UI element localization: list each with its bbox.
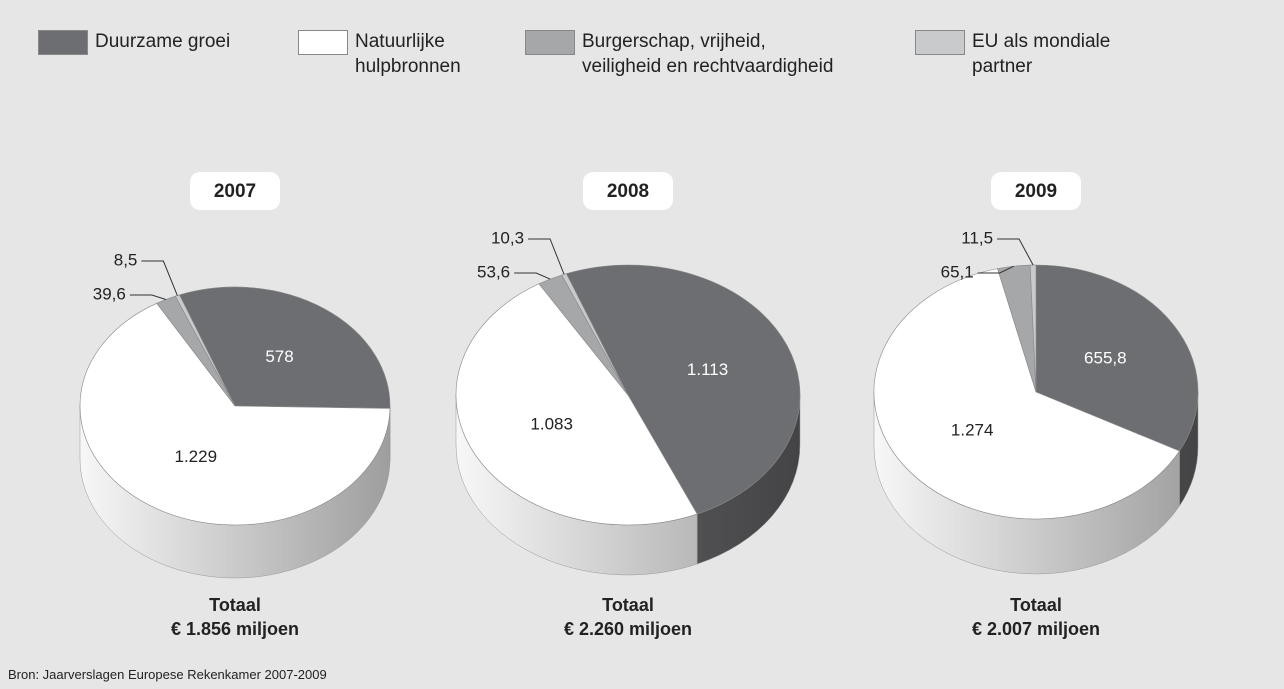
legend-swatch	[525, 30, 575, 55]
value-label: 655,8	[1084, 349, 1127, 368]
value-label: 8,5	[114, 250, 138, 269]
pie-slice	[455, 283, 698, 526]
value-label: 1.274	[951, 421, 994, 440]
value-label: 11,5	[961, 228, 993, 247]
year-box	[583, 172, 673, 210]
leader-line	[997, 238, 1034, 266]
pie-slice	[1029, 264, 1037, 393]
year-box	[991, 172, 1081, 210]
value-label: 65,1	[941, 262, 974, 281]
legend-swatch	[38, 30, 88, 55]
value-label: 1.229	[174, 447, 217, 466]
total-value: € 1.856 miljoen	[171, 619, 299, 639]
legend-label: EU als mondiale partner	[972, 31, 1111, 77]
legend-swatch	[915, 30, 965, 55]
year-box	[190, 172, 280, 210]
legend-label: Burgerschap, vrijheid, veiligheid en rec…	[582, 31, 834, 77]
leader-line	[129, 294, 167, 300]
leader-line	[977, 265, 1014, 274]
value-label: 578	[265, 347, 293, 366]
legend-swatch	[298, 30, 348, 55]
pie-slice	[174, 294, 236, 407]
value-label: 1.083	[530, 414, 573, 433]
pie-slice	[1035, 264, 1199, 452]
pie-slice	[561, 273, 629, 396]
total-value: € 2.007 miljoen	[972, 619, 1100, 639]
pie-slice	[873, 268, 1180, 520]
total-label: Totaal	[1010, 595, 1062, 615]
legend-label: Duurzame groei	[95, 31, 231, 52]
source: Bron: Jaarverslagen Europese Rekenkamer …	[8, 667, 327, 682]
value-label: 10,3	[491, 228, 524, 247]
value-label: 53,6	[477, 262, 510, 281]
total-label: Totaal	[602, 595, 654, 615]
leader-line	[528, 238, 565, 275]
value-label: 39,6	[93, 284, 126, 303]
legend-label: Natuurlijke hulpbronnen	[355, 31, 461, 77]
leader-line	[141, 260, 178, 296]
pie-slice	[79, 302, 391, 526]
leader-line	[514, 272, 551, 280]
year-title: 2009	[1015, 181, 1057, 202]
year-title: 2008	[607, 181, 649, 202]
total-value: € 2.260 miljoen	[564, 619, 692, 639]
pie-slice	[179, 286, 391, 409]
total-label: Totaal	[209, 595, 261, 615]
pie-slice	[565, 264, 801, 515]
year-title: 2007	[214, 181, 256, 202]
value-label: 1.113	[687, 360, 728, 379]
